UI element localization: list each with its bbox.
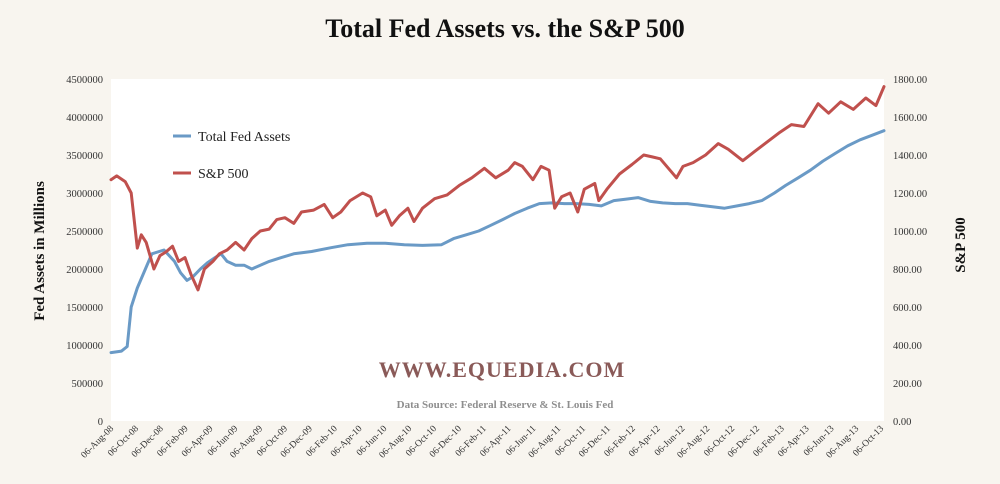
plot-area bbox=[111, 79, 884, 421]
y-left-tick-label: 3500000 bbox=[66, 151, 103, 162]
y-right-tick-label: 1600.00 bbox=[893, 113, 927, 124]
watermark-text: WWW.EQUEDIA.COM bbox=[379, 357, 625, 382]
y-right-tick-label: 200.00 bbox=[893, 379, 922, 390]
series-layer bbox=[109, 85, 886, 355]
y-right-tick-label: 400.00 bbox=[893, 341, 922, 352]
legend: Total Fed Assets S&P 500 bbox=[173, 130, 290, 182]
y-right-tick-label: 1400.00 bbox=[893, 151, 927, 162]
y-axis-left-title: Fed Assets in Millions bbox=[32, 181, 48, 321]
y-right-tick-label: 0.00 bbox=[893, 417, 911, 428]
chart-title: Total Fed Assets vs. the S&P 500 bbox=[325, 14, 684, 43]
y-right-tick-label: 800.00 bbox=[893, 265, 922, 276]
series-line-total-fed-assets bbox=[109, 129, 886, 355]
y-left-tick-label: 0 bbox=[98, 417, 103, 428]
y-left-tick-label: 4500000 bbox=[66, 75, 103, 86]
legend-label: S&P 500 bbox=[198, 167, 248, 182]
y-right-tick-label: 600.00 bbox=[893, 303, 922, 314]
y-left-tick-label: 3000000 bbox=[66, 189, 103, 200]
y-axis-left: 0 500000 1000000 1500000 2000000 2500000 30000… bbox=[66, 75, 103, 428]
y-left-tick-label: 4000000 bbox=[66, 113, 103, 124]
y-left-tick-label: 500000 bbox=[72, 379, 104, 390]
y-left-tick-label: 1500000 bbox=[66, 303, 103, 314]
y-axis-right: 0.00 200.00 400.00 600.00 800.00 1000.00 1200.… bbox=[893, 75, 927, 428]
y-left-tick-label: 1000000 bbox=[66, 341, 103, 352]
series-line-s-p-500 bbox=[109, 85, 886, 292]
y-axis-right-title: S&P 500 bbox=[953, 217, 969, 272]
y-right-tick-label: 1200.00 bbox=[893, 189, 927, 200]
y-left-tick-label: 2000000 bbox=[66, 265, 103, 276]
y-right-tick-label: 1000.00 bbox=[893, 227, 927, 238]
legend-label: Total Fed Assets bbox=[198, 130, 290, 145]
data-source-note: Data Source: Federal Reserve & St. Louis… bbox=[397, 399, 614, 411]
x-axis: 06-Aug-0806-Oct-0806-Dec-0806-Feb-0906-A… bbox=[80, 424, 887, 461]
y-right-tick-label: 1800.00 bbox=[893, 75, 927, 86]
y-left-tick-label: 2500000 bbox=[66, 227, 103, 238]
